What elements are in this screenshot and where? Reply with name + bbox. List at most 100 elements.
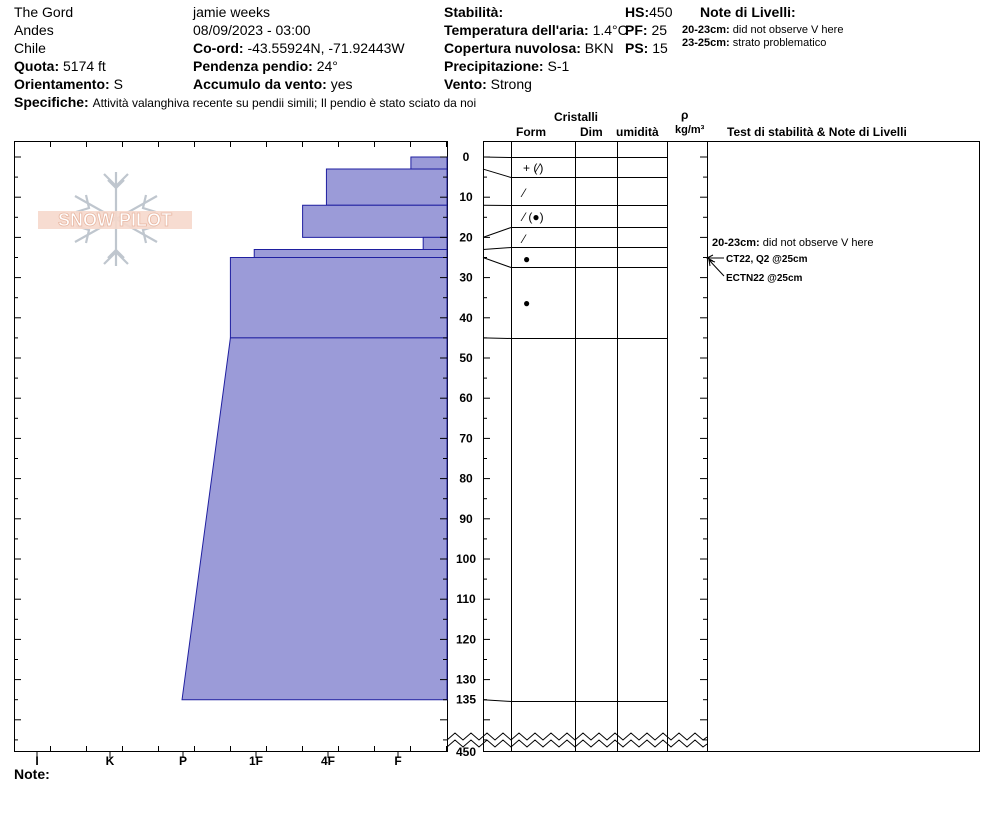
aspect-row: Orientamento: S bbox=[14, 76, 123, 92]
air-temp-label: Temperatura dell'aria: bbox=[444, 22, 589, 38]
hardness-label-4f: 4F bbox=[321, 754, 335, 768]
hs-row: HS:450 bbox=[625, 4, 672, 20]
ps-value: 15 bbox=[652, 40, 668, 56]
pf-label: PF: bbox=[625, 22, 648, 38]
layer-note-2: 23-25cm: strato problematico bbox=[682, 37, 826, 50]
layer-notes-title: Note di Livelli: bbox=[700, 4, 796, 20]
wind-value: Strong bbox=[490, 76, 532, 92]
test-result-1: CT22, Q2 @25cm bbox=[726, 254, 808, 265]
coord-row: Co-ord: -43.55924N, -71.92443W bbox=[193, 40, 405, 56]
depth-ticks: 0 10 20 30 40 50 60 70 80 90 100 110 120 130 135 450 bbox=[14, 150, 707, 759]
depth-label-70: 70 bbox=[459, 431, 473, 445]
pf-value: 25 bbox=[651, 22, 668, 38]
depth-label-10: 10 bbox=[459, 190, 473, 204]
specifics-label: Specifiche: bbox=[14, 94, 89, 110]
crystal-table-rows bbox=[482, 156, 667, 702]
slope-row: Pendenza pendio: 24° bbox=[193, 58, 338, 74]
tests-header: Test di stabilità & Note di Livelli bbox=[727, 125, 907, 139]
elevation-label: Quota: bbox=[14, 58, 60, 74]
layer-note-2-text: strato problematico bbox=[732, 37, 827, 49]
test-note-1-range: 20-23cm: bbox=[712, 237, 760, 249]
crystals-header: Cristalli bbox=[554, 110, 599, 124]
sky-value: BKN bbox=[584, 40, 614, 56]
site-name: The Gord bbox=[14, 4, 74, 20]
aspect-value: S bbox=[113, 76, 123, 92]
aspect-label: Orientamento: bbox=[14, 76, 110, 92]
test-note-1: 20-23cm: did not observe V here bbox=[712, 237, 873, 249]
depth-label-50: 50 bbox=[459, 351, 473, 365]
crystal-form-6: ● bbox=[523, 296, 530, 310]
crystal-form-2: ⁄ bbox=[520, 186, 527, 200]
crystal-form-4: ⁄ bbox=[520, 232, 527, 246]
size-header: Dim bbox=[580, 125, 603, 139]
crystal-form-1: + (⁄) bbox=[523, 161, 543, 175]
depth-label-90: 90 bbox=[459, 512, 473, 526]
hs-label: HS: bbox=[625, 4, 650, 20]
hs-value: 450 bbox=[649, 4, 673, 20]
hardness-layer-3 bbox=[302, 204, 448, 238]
hardness-label-p: P bbox=[179, 754, 187, 768]
site-range: Andes bbox=[14, 22, 54, 38]
slope-label: Pendenza pendio: bbox=[193, 58, 313, 74]
depth-connector bbox=[482, 156, 512, 158]
logo-band bbox=[38, 211, 192, 229]
depth-connector bbox=[482, 699, 512, 702]
test-result-2: ECTN22 @25cm bbox=[726, 273, 803, 284]
hardness-label-1f: 1F bbox=[249, 754, 263, 768]
ps-row: PS: 15 bbox=[625, 40, 668, 56]
ps-label: PS: bbox=[625, 40, 649, 56]
observer-name: jamie weeks bbox=[193, 4, 271, 20]
crystal-form-3: ⁄ (●) bbox=[520, 210, 544, 224]
test-note-1-text: did not observe V here bbox=[763, 237, 874, 249]
hardness-label-k: K bbox=[106, 754, 115, 768]
depth-label-80: 80 bbox=[459, 472, 473, 486]
wind-load-value: yes bbox=[330, 76, 353, 92]
hardness-layer-1 bbox=[410, 156, 448, 170]
observation-datetime: 08/09/2023 - 03:00 bbox=[193, 22, 311, 38]
notes-label: Note: bbox=[14, 766, 50, 782]
elevation-value: 5174 ft bbox=[63, 58, 106, 74]
depth-connector bbox=[482, 257, 512, 268]
air-temp-row: Temperatura dell'aria: 1.4°C bbox=[444, 22, 628, 38]
test-arrow-1-head bbox=[705, 254, 714, 262]
layer-note-1-range: 20-23cm: bbox=[682, 24, 730, 36]
hardness-layer-7 bbox=[181, 337, 448, 701]
hardness-layer-5 bbox=[253, 248, 448, 258]
slope-value: 24° bbox=[316, 58, 338, 74]
pf-row: PF: 25 bbox=[625, 22, 667, 38]
crystal-form-5: ● bbox=[523, 252, 530, 266]
depth-connector bbox=[482, 168, 512, 178]
depth-label-110: 110 bbox=[456, 592, 476, 606]
elevation-row: Quota: 5174 ft bbox=[14, 58, 106, 74]
depth-label-450: 450 bbox=[456, 745, 476, 759]
crystal-table-frame bbox=[483, 141, 980, 752]
precip-label: Precipitazione: bbox=[444, 58, 544, 74]
hardness-layers bbox=[181, 156, 448, 701]
depth-label-100: 100 bbox=[456, 552, 476, 566]
test-arrow-2 bbox=[708, 259, 725, 277]
depth-break-zigzag-bottom bbox=[446, 739, 708, 748]
form-header: Form bbox=[516, 125, 546, 139]
layer-note-1: 20-23cm: did not observe V here bbox=[682, 24, 843, 37]
test-arrow-2-head bbox=[708, 259, 716, 267]
hardness-layer-6 bbox=[229, 257, 448, 339]
wind-load-label: Accumulo da vento: bbox=[193, 76, 327, 92]
depth-break-zigzag-top bbox=[446, 732, 708, 741]
coord-label: Co-ord: bbox=[193, 40, 244, 56]
density-symbol: ρ bbox=[681, 108, 689, 122]
logo-text: SNOW PILOT bbox=[58, 210, 172, 230]
depth-label-0: 0 bbox=[463, 150, 470, 164]
depth-connector bbox=[482, 337, 512, 339]
air-temp-value: 1.4°C bbox=[592, 22, 628, 38]
moisture-header: umidità bbox=[616, 125, 659, 139]
site-country: Chile bbox=[14, 40, 46, 56]
depth-connector bbox=[482, 247, 512, 250]
depth-connector bbox=[482, 227, 512, 238]
stability-tests: CT22, Q2 @25cm ECTN22 @25cm 20-23cm: did… bbox=[705, 237, 873, 284]
density-unit: kg/m³ bbox=[675, 124, 705, 136]
precip-value: S-1 bbox=[547, 58, 570, 74]
depth-label-30: 30 bbox=[459, 271, 473, 285]
layer-note-2-range: 23-25cm: bbox=[682, 37, 730, 49]
stability-label: Stabilità: bbox=[444, 4, 504, 20]
